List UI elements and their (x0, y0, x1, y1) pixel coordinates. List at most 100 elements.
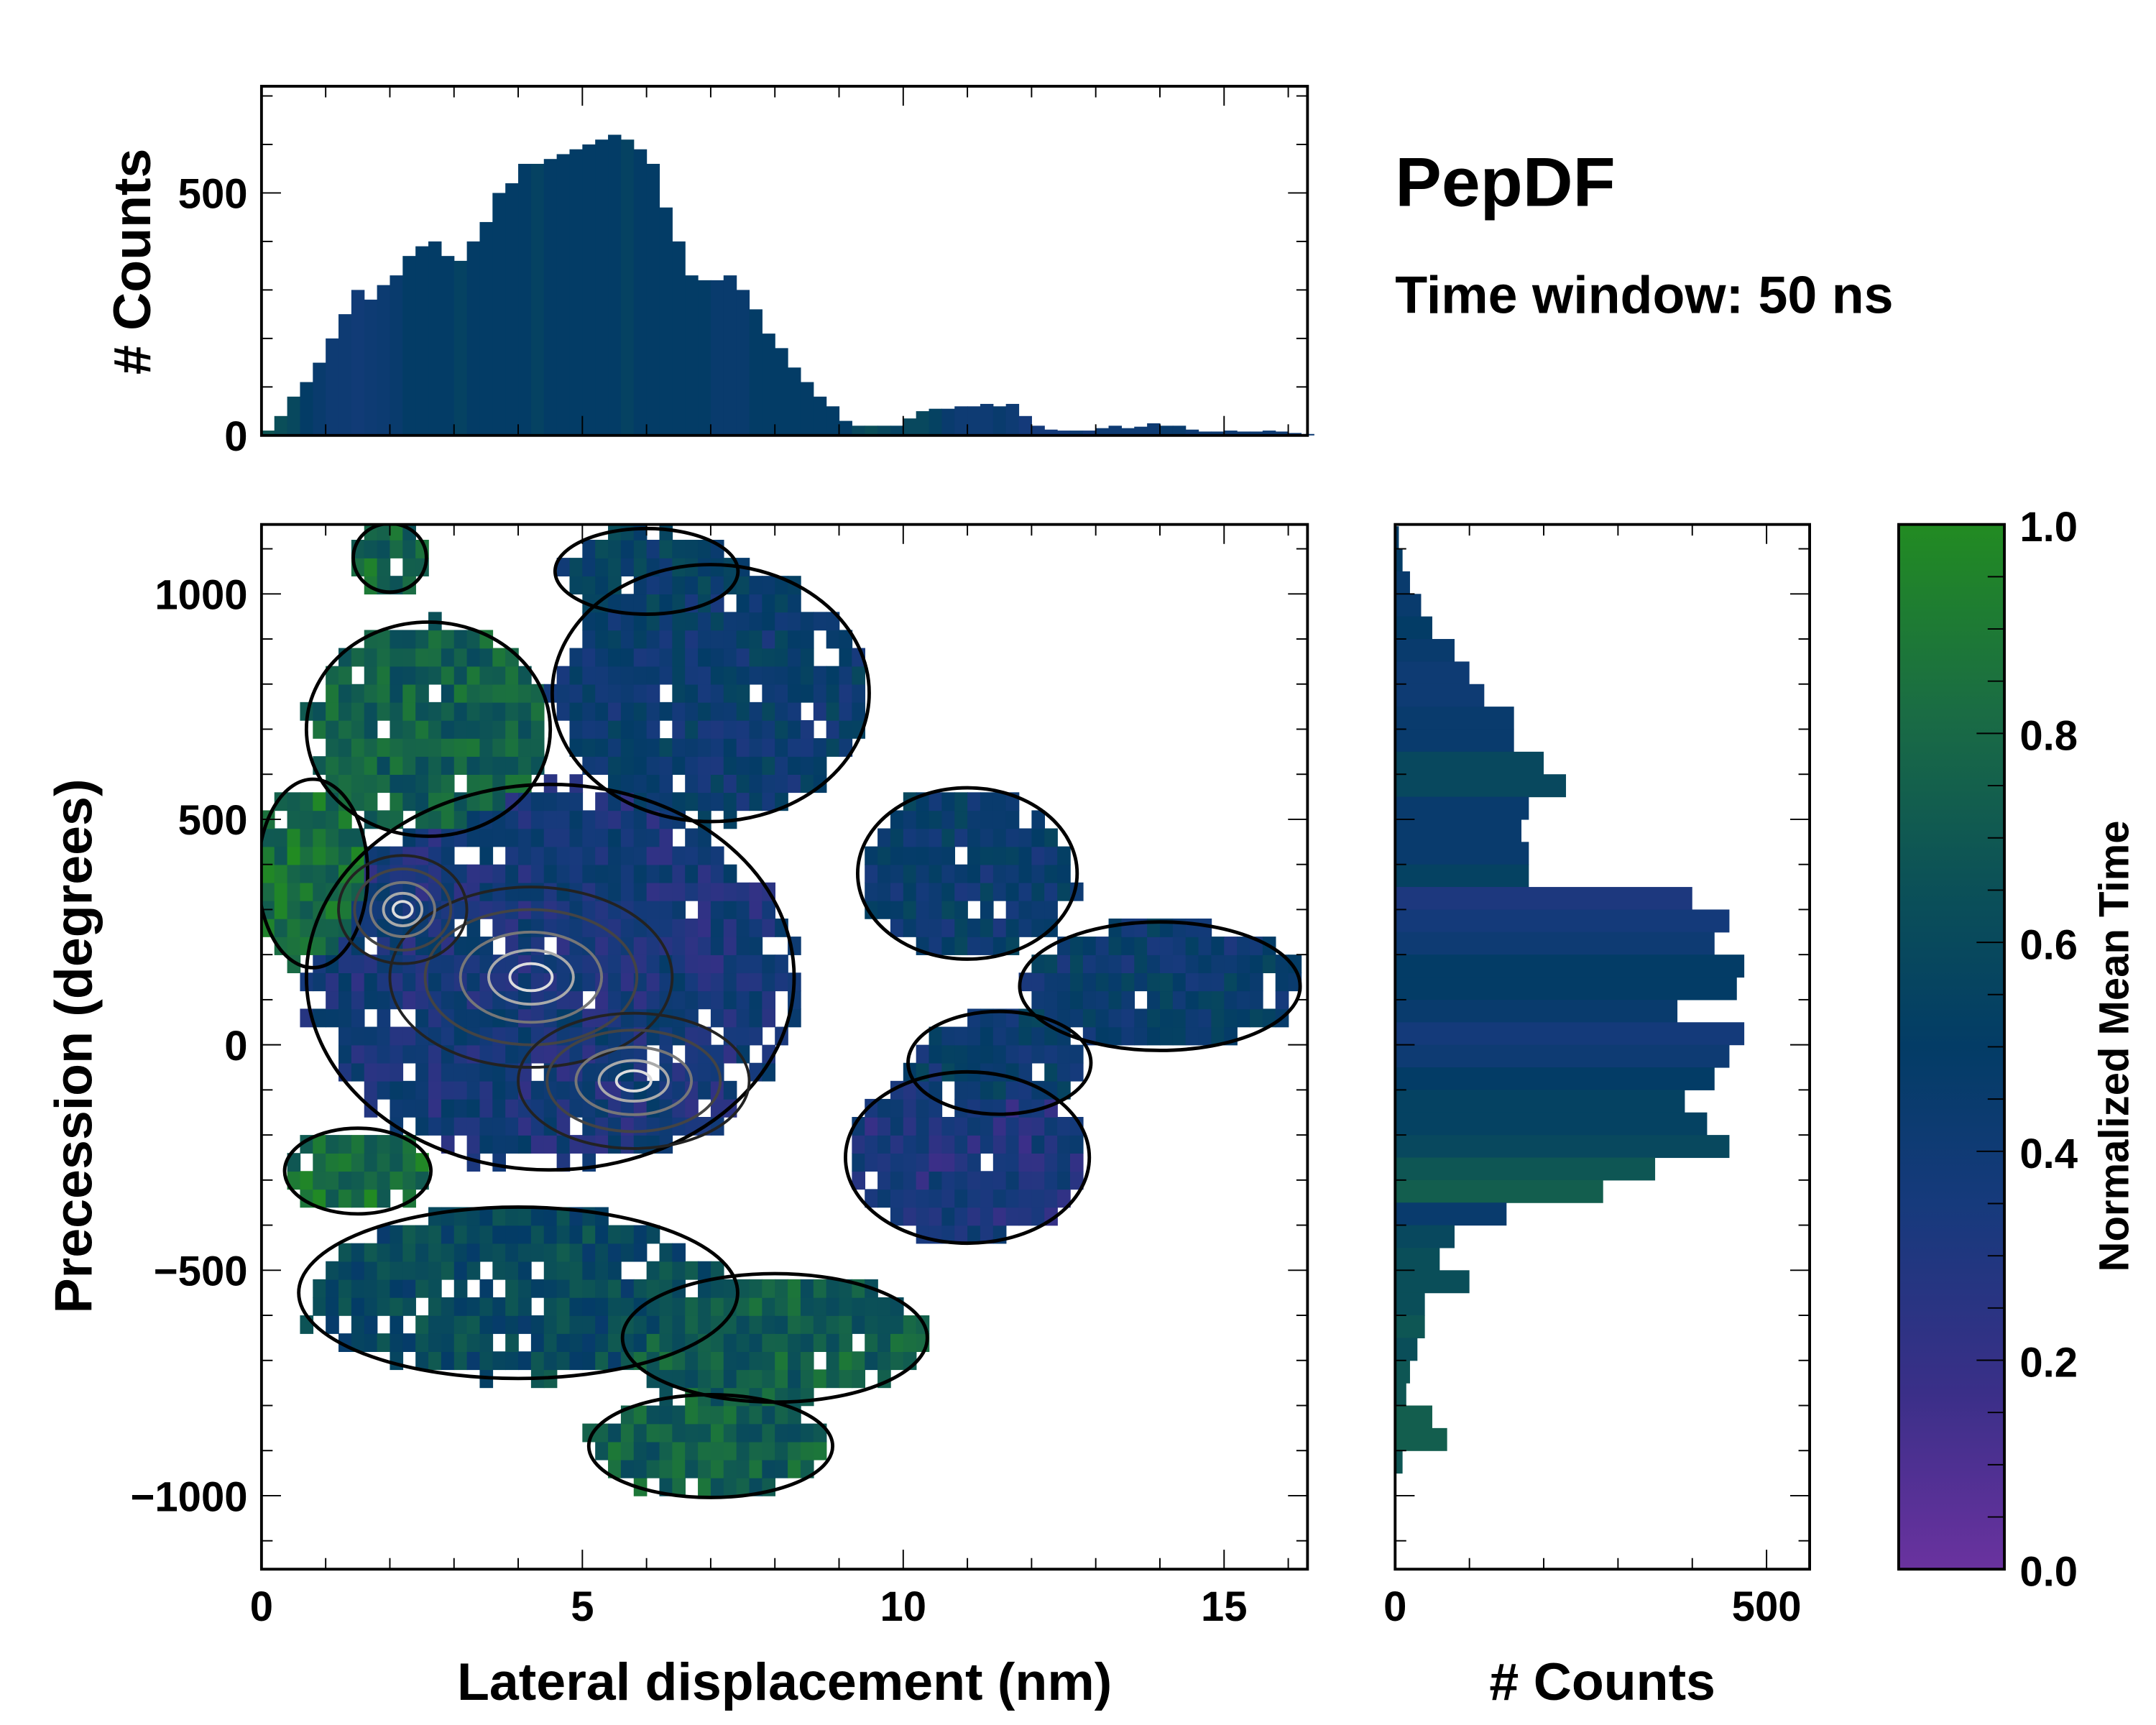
heatmap-cell (646, 648, 660, 667)
heatmap-cell (326, 684, 339, 703)
heatmap-cell (723, 1080, 737, 1100)
heatmap-cell (530, 792, 545, 811)
heatmap-cell (877, 1117, 891, 1136)
x-tick-label: 500 (1732, 1583, 1802, 1630)
heatmap-cell (595, 540, 609, 558)
heatmap-cell (685, 648, 699, 667)
heatmap-cell (441, 1297, 455, 1316)
heatmap-cell (402, 864, 416, 883)
heatmap-cell (300, 1171, 314, 1190)
heatmap-cell (530, 719, 545, 739)
heatmap-cell (492, 1044, 506, 1064)
heatmap-cell (698, 558, 711, 576)
heatmap-cell (1069, 1153, 1084, 1172)
heatmap-cell (556, 954, 571, 974)
heatmap-cell (390, 1243, 404, 1262)
heatmap-cell (351, 972, 365, 992)
heatmap-cell (402, 648, 416, 667)
heatmap-cell (762, 1405, 775, 1425)
heatmap-cell (1018, 1062, 1033, 1082)
histogram-bar (685, 275, 699, 436)
heatmap-cell (967, 864, 981, 883)
heatmap-cell (1198, 972, 1212, 992)
heatmap-cell (620, 918, 635, 937)
histogram-bar (364, 299, 378, 436)
heatmap-cell (672, 738, 686, 757)
heatmap-cell (492, 738, 506, 757)
heatmap-cell (415, 702, 429, 721)
heatmap-cell (492, 864, 506, 883)
heatmap-cell (530, 990, 545, 1010)
heatmap-cell (377, 1026, 391, 1046)
heatmap-cell (877, 1189, 891, 1208)
heatmap-cell (1147, 1026, 1161, 1046)
heatmap-cell (338, 846, 352, 865)
heatmap-cell (530, 1351, 545, 1371)
heatmap-cell (466, 1261, 481, 1280)
heatmap-cell (1211, 954, 1225, 974)
heatmap-cell (364, 702, 378, 721)
heatmap-cell (710, 576, 724, 595)
heatmap-cell (1108, 972, 1123, 992)
heatmap-cell (582, 846, 596, 865)
heatmap-cell (428, 1207, 442, 1226)
heatmap-cell (698, 1459, 711, 1478)
heatmap-cell (929, 828, 943, 847)
heatmap-cell (659, 612, 673, 631)
heatmap-cell (916, 864, 930, 883)
heatmap-cell (788, 1423, 801, 1443)
histogram-bar (749, 309, 763, 436)
heatmap-cell (402, 1171, 416, 1190)
heatmap-cell (364, 1333, 378, 1352)
heatmap-cell (608, 684, 622, 703)
heatmap-cell (646, 972, 660, 992)
heatmap-cell (466, 1207, 481, 1226)
heatmap-cell (351, 756, 365, 775)
heatmap-cell (929, 864, 943, 883)
heatmap-cell (710, 954, 724, 974)
heatmap-cell (633, 882, 648, 901)
heatmap-cell (1172, 990, 1187, 1010)
heatmap-cell (1185, 990, 1199, 1010)
histogram-bar (1108, 426, 1122, 436)
heatmap-cell (800, 1315, 814, 1334)
heatmap-cell (428, 1044, 442, 1064)
heatmap-cell (954, 1117, 968, 1136)
heatmap-cell (890, 1333, 904, 1352)
heatmap-cell (390, 666, 404, 685)
heatmap-cell (338, 756, 352, 775)
heatmap-cell (569, 864, 584, 883)
heatmap-cell (326, 1008, 339, 1028)
heatmap-cell (402, 684, 416, 703)
heatmap-cell (736, 576, 750, 595)
heatmap-cell (1044, 1153, 1058, 1172)
heatmap-cell (633, 1044, 648, 1064)
heatmap-cell (890, 918, 904, 937)
heatmap-cell (659, 594, 673, 613)
heatmap-cell (569, 1044, 584, 1064)
heatmap-cell (1134, 954, 1148, 974)
heatmap-cell (1031, 918, 1046, 937)
heatmap-cell (1134, 1026, 1148, 1046)
heatmap-cell (839, 719, 853, 739)
heatmap-cell (659, 1333, 673, 1352)
heatmap-cell (710, 558, 724, 576)
heatmap-cell (672, 1062, 686, 1082)
histogram-bar (1395, 1247, 1440, 1271)
heatmap-cell (980, 1135, 994, 1154)
heatmap-cell (800, 1279, 814, 1298)
histogram-bar (1395, 977, 1737, 1000)
heatmap-cell (556, 792, 571, 811)
heatmap-cell (1057, 864, 1071, 883)
histogram-bar (800, 382, 814, 436)
heatmap-cell (338, 738, 352, 757)
heatmap-cell (338, 954, 352, 974)
heatmap-cell (749, 738, 763, 757)
histogram-bar (1395, 909, 1730, 933)
heatmap-cell (530, 1080, 545, 1100)
histogram-bar (1395, 887, 1692, 911)
heatmap-cell (377, 990, 391, 1010)
heatmap-cell (530, 972, 545, 992)
heatmap-cell (646, 954, 660, 974)
